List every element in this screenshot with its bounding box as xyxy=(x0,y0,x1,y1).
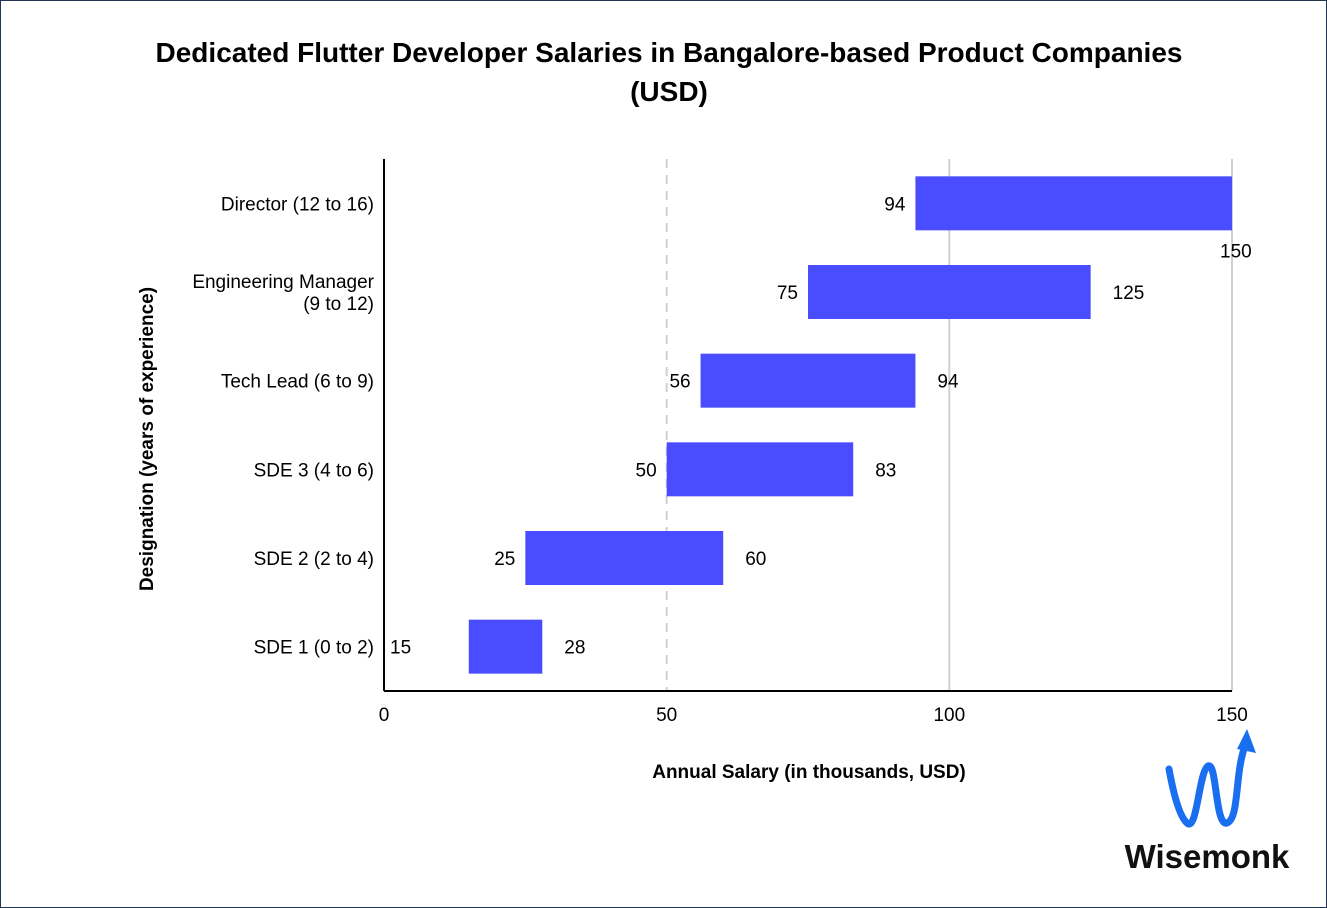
data-label-high: 125 xyxy=(1113,283,1145,304)
range-bar xyxy=(700,353,916,408)
chart-title-line-1: Dedicated Flutter Developer Salaries in … xyxy=(156,37,1183,68)
data-label-low: 56 xyxy=(669,372,690,393)
data-label-high: 94 xyxy=(937,372,959,393)
y-axis-title: Designation (years of experience) xyxy=(137,287,158,591)
category-label: Director (12 to 16) xyxy=(221,194,374,215)
category-label: SDE 2 (2 to 4) xyxy=(254,549,374,570)
range-bar xyxy=(525,531,724,585)
wisemonk-logo: Wisemonk xyxy=(1125,729,1290,875)
labels: 0 50 100 150 Director (12 to 16) 94 150 Enginee… xyxy=(192,194,1251,726)
category-label: Tech Lead (6 to 9) xyxy=(221,372,374,393)
data-label-low: 50 xyxy=(636,460,657,481)
data-label-low: 75 xyxy=(777,283,798,304)
data-label-high: 28 xyxy=(564,638,585,659)
chart-title-line-2: (USD) xyxy=(630,76,708,107)
range-bar xyxy=(468,619,543,674)
category-label: (9 to 12) xyxy=(303,294,374,315)
data-label-high: 83 xyxy=(875,460,896,481)
data-label-low: 25 xyxy=(494,549,515,570)
axes xyxy=(383,159,1232,692)
data-label-high: 150 xyxy=(1220,241,1252,262)
bar-series xyxy=(468,176,1232,674)
category-label: SDE 1 (0 to 2) xyxy=(254,638,374,659)
x-tick-label: 150 xyxy=(1216,705,1248,726)
logo-text: Wisemonk xyxy=(1125,838,1290,875)
x-axis-title: Annual Salary (in thousands, USD) xyxy=(652,762,966,783)
logo-wave-icon xyxy=(1165,745,1248,828)
x-tick-label: 0 xyxy=(379,705,390,726)
x-tick-label: 50 xyxy=(656,705,677,726)
x-tick-label: 100 xyxy=(933,705,965,726)
category-label: Engineering Manager xyxy=(192,272,374,293)
range-bar xyxy=(915,176,1232,231)
range-bar xyxy=(808,265,1091,319)
range-bar xyxy=(666,442,854,497)
data-label-low: 94 xyxy=(884,194,906,215)
category-label: SDE 3 (4 to 6) xyxy=(254,460,374,481)
logo-arrow-icon xyxy=(1237,729,1256,753)
data-label-high: 60 xyxy=(745,549,766,570)
data-label-low: 15 xyxy=(390,638,411,659)
grid-lines xyxy=(665,159,1233,691)
